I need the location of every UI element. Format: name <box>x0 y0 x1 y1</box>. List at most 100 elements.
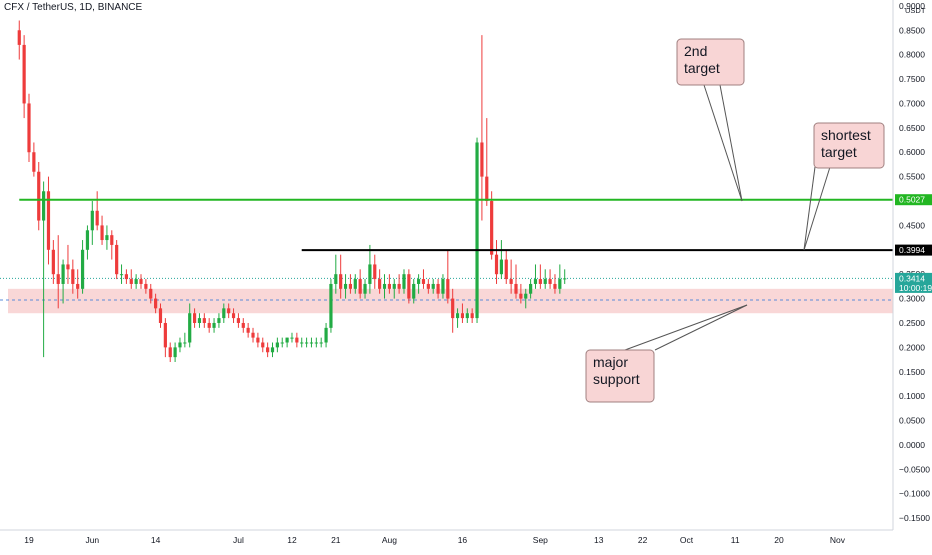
candle-body <box>256 337 260 343</box>
candle-body <box>343 283 348 289</box>
y-tick-label: 0.7000 <box>899 98 925 108</box>
candle-body <box>563 278 567 280</box>
candle-body <box>129 279 133 284</box>
candle-body <box>358 279 362 294</box>
candle-body <box>309 342 314 344</box>
annotation-tail <box>719 84 743 202</box>
candle-body <box>553 283 557 289</box>
annotation-text: support <box>593 371 640 387</box>
candle-body <box>76 283 80 289</box>
candle-body <box>538 279 542 284</box>
y-tick-label: 0.7500 <box>899 74 925 84</box>
candle-body <box>119 274 124 276</box>
y-tick-label: 0.1000 <box>899 391 925 401</box>
candle-body <box>392 283 396 289</box>
candle-body <box>431 283 435 289</box>
annotation-text: target <box>821 144 857 160</box>
x-tick-label: 11 <box>731 535 740 545</box>
last-price-countdown: 10:00:19 <box>899 283 932 293</box>
candle-body <box>105 235 109 241</box>
x-tick-label: Oct <box>680 535 694 545</box>
candle-body <box>480 142 484 177</box>
candle-body <box>144 283 148 289</box>
candle-body <box>499 259 503 275</box>
y-tick-label: 0.5500 <box>899 172 925 182</box>
y-tick-label: −0.0500 <box>899 464 930 474</box>
annotation-box <box>585 349 655 403</box>
candle-body <box>339 274 343 289</box>
candle-body <box>295 337 299 343</box>
annotation-box <box>813 122 885 169</box>
candle-body <box>183 342 187 344</box>
candle-body <box>348 283 353 289</box>
candle-body <box>168 347 172 358</box>
candle-body <box>533 279 538 284</box>
candle-body <box>407 274 411 299</box>
candle-body <box>37 171 41 221</box>
candle-body <box>290 337 294 339</box>
candle-body <box>222 308 226 319</box>
candle-body <box>115 244 119 275</box>
annotation-text: shortest <box>821 127 871 143</box>
candle-body <box>304 342 309 344</box>
candle-body <box>212 322 216 328</box>
candle-body <box>80 249 85 289</box>
candle-body <box>61 264 65 284</box>
candle-body <box>51 249 55 275</box>
candle-body <box>378 279 382 289</box>
candle-body <box>275 342 279 348</box>
y-tick-label: −0.1500 <box>899 513 930 523</box>
candle-body <box>300 342 304 344</box>
candle-body <box>412 283 416 299</box>
x-tick-label: Jun <box>85 535 99 545</box>
candle-body <box>490 201 494 255</box>
candle-body <box>465 313 469 319</box>
candle-body <box>246 327 250 333</box>
candle-body <box>207 322 211 328</box>
y-tick-label: 0.6500 <box>899 123 925 133</box>
candle-body <box>441 279 445 294</box>
candle-body <box>436 283 440 294</box>
candle-body <box>42 191 46 221</box>
candle-body <box>446 279 450 299</box>
candle-body <box>71 269 75 284</box>
y-tick-label: 0.9000 <box>899 1 925 11</box>
support-zone <box>8 288 893 314</box>
x-tick-label: 12 <box>287 535 297 545</box>
candle-body <box>95 210 99 226</box>
last-price-tag-label: 0.3414 <box>899 273 925 283</box>
candle-body <box>334 274 338 284</box>
candle-body <box>231 313 236 319</box>
candle-body <box>266 347 270 353</box>
x-tick-label: Jul <box>233 535 244 545</box>
x-tick-label: 16 <box>458 535 468 545</box>
candle-body <box>529 283 533 294</box>
candle-body <box>85 230 90 250</box>
candle-body <box>387 283 391 289</box>
annotation-tail <box>803 166 831 251</box>
x-tick-label: Sep <box>533 535 548 545</box>
candle-body <box>217 318 221 323</box>
candle-body <box>192 313 197 323</box>
candle-body <box>17 30 21 45</box>
candle-body <box>548 279 552 284</box>
candle-body <box>426 283 430 289</box>
x-tick-label: 21 <box>331 535 341 545</box>
candle-body <box>280 342 284 344</box>
candle-body <box>421 279 426 284</box>
candle-body <box>46 191 51 250</box>
y-tick-label: 0.8500 <box>899 25 925 35</box>
annotation-tail <box>624 304 748 351</box>
candle-body <box>197 318 202 323</box>
candle-body <box>154 298 158 309</box>
candle-body <box>56 274 60 284</box>
x-tick-label: Nov <box>830 535 846 545</box>
candle-body <box>543 279 547 284</box>
candle-body <box>373 264 377 280</box>
candle-body <box>173 347 177 358</box>
candle-body <box>163 322 167 348</box>
